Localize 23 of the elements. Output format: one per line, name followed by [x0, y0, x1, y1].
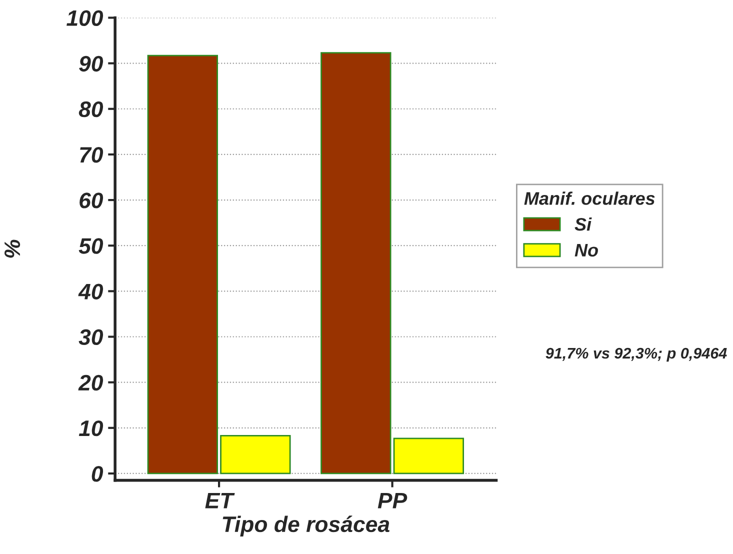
y-tick-label: 60 — [80, 192, 104, 208]
bar — [393, 438, 464, 474]
y-tick-label: 80 — [78, 101, 104, 118]
y-tick-label: 70 — [80, 146, 104, 163]
x-tick-label: PP — [378, 492, 408, 508]
y-tick-label: 50 — [78, 238, 104, 254]
y-tick-label: 0 — [92, 466, 104, 482]
y-tick-label: 10 — [78, 420, 104, 436]
text: 91,7% vs 92,3%; p 0,9464 — [546, 348, 727, 362]
x-axis-title: Tipo de rosácea — [222, 516, 390, 537]
y-tick-label: 100 — [66, 10, 104, 26]
y-axis-title: % — [4, 240, 20, 258]
legend-label: No — [574, 244, 598, 257]
y-tick-label: 90 — [79, 56, 104, 72]
x-tick-label: ET — [205, 492, 235, 508]
bar — [147, 54, 218, 474]
y-tick-label: 40 — [78, 284, 104, 300]
legend-title: Manif. oculares — [524, 192, 655, 205]
bar — [320, 52, 392, 474]
legend-label: Si — [574, 217, 592, 231]
y-tick-label: 30 — [78, 329, 104, 346]
y-tick-label: 20 — [78, 374, 104, 391]
bar — [220, 434, 291, 474]
